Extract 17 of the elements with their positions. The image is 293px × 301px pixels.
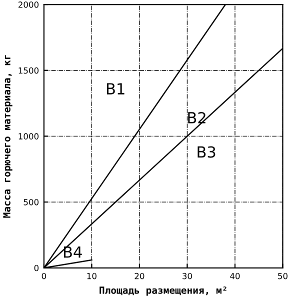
y-axis-title: Масса горючего материала, кг: [3, 55, 12, 218]
annotation: B3: [198, 146, 216, 158]
y-tick-label: 2000: [18, 1, 39, 8]
y-tick-label: 500: [24, 199, 39, 206]
x-tick-label: 50: [278, 272, 288, 280]
x-tick-label: 10: [87, 272, 96, 280]
x-axis-title: Площадь размещения, м²: [100, 286, 226, 296]
y-tick-label: 0: [34, 264, 39, 272]
annotation: B1: [106, 83, 124, 94]
y-tick-label: 1000: [18, 133, 39, 140]
y-tick-label: 1500: [18, 67, 39, 74]
x-tick-label: 40: [230, 272, 240, 280]
x-tick-label: 20: [134, 272, 144, 280]
annotation: B2: [188, 112, 206, 124]
annotation: B4: [64, 246, 82, 258]
x-tick-label: 0: [42, 272, 46, 280]
x-tick-label: 30: [182, 272, 192, 280]
